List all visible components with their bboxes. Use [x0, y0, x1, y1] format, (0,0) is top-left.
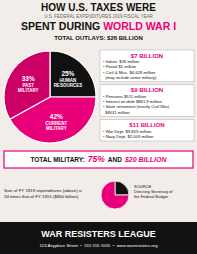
source: SOURCE:Directing Secretary ofthe Federal…: [134, 184, 173, 199]
background: [0, 0, 197, 254]
footnote: Size of FY 1919 expenditures (above) is: [4, 188, 83, 193]
info-box-line: $8011 million: [103, 110, 130, 115]
banner-text: 75%: [88, 154, 105, 164]
info-box-frame: [100, 120, 194, 141]
info-box: $9 BILLION• Pensions $511 million• Inter…: [100, 85, 194, 117]
data-label: 33%: [22, 75, 35, 82]
footer-contact: 123 Anyplace Street • 555 555 5555 • www…: [39, 243, 158, 248]
banner: TOTAL MILITARY: 75%AND$20 BILLION: [30, 154, 167, 164]
info-box-title: $7 BILLION: [131, 53, 163, 59]
info-box-title: $11 BILLION: [129, 122, 164, 128]
title: SPENT DURING: [21, 20, 103, 32]
info-box-frame: [100, 50, 194, 82]
category-line: MILITARY: [46, 126, 67, 131]
data-labels: 25%HUMANRESOURCES 42%CURRENTMILITARY 33%PA…: [18, 70, 82, 131]
info-box-title: $9 BILLION: [131, 87, 163, 93]
pie-slice: [101, 181, 129, 209]
subtitle: U.S. FEDERAL EXPENDITURES 1919 FISCAL YE…: [44, 14, 153, 19]
source-line: the Federal Budget: [134, 194, 169, 199]
title-line: SPENT DURING WORLD WAR I: [21, 20, 176, 32]
info-box-line: • Navy Dept. $2,003 million: [103, 134, 154, 139]
footer: WAR RESISTERS LEAGUE: [41, 229, 156, 239]
banner-text: AND: [108, 156, 122, 163]
category-label: HUMANRESOURCES: [54, 78, 83, 88]
pie-slice: [4, 51, 50, 119]
pie-slice: [115, 181, 129, 195]
info-box: $11 BILLION• War Dept. $9,803 million• N…: [100, 120, 194, 141]
footer-band: [0, 222, 197, 254]
data-label: 42%: [50, 113, 63, 120]
title: HOW U.S. TAXES WERE: [41, 2, 156, 13]
pie-slice: [50, 51, 96, 97]
title: WORLD WAR I: [103, 20, 176, 32]
data-label: 25%: [61, 70, 74, 77]
banner-frame: [4, 151, 193, 168]
pie: [4, 51, 96, 143]
subtitle: TOTAL OUTLAYS: $26 BILLION: [54, 35, 142, 41]
category-line: RESOURCES: [54, 83, 83, 88]
footnote: 34 times that of FY 1915 ($800 billion): [4, 194, 79, 199]
info-box: $7 BILLION• Indust. $35 million• Postal …: [100, 50, 194, 82]
infographic: HOW U.S. TAXES WEREU.S. FEDERAL EXPENDIT…: [0, 0, 197, 254]
category-label: PASTMILITARY: [18, 83, 39, 93]
category-line: MILITARY: [18, 88, 39, 93]
info-box-frame: [100, 85, 194, 117]
banner-text: $20 BILLION: [124, 156, 168, 163]
info-box-line: (may include some military): [103, 75, 157, 80]
banner-text: TOTAL MILITARY:: [30, 156, 84, 163]
pie: [101, 181, 129, 209]
category-label: CURRENTMILITARY: [45, 121, 67, 131]
